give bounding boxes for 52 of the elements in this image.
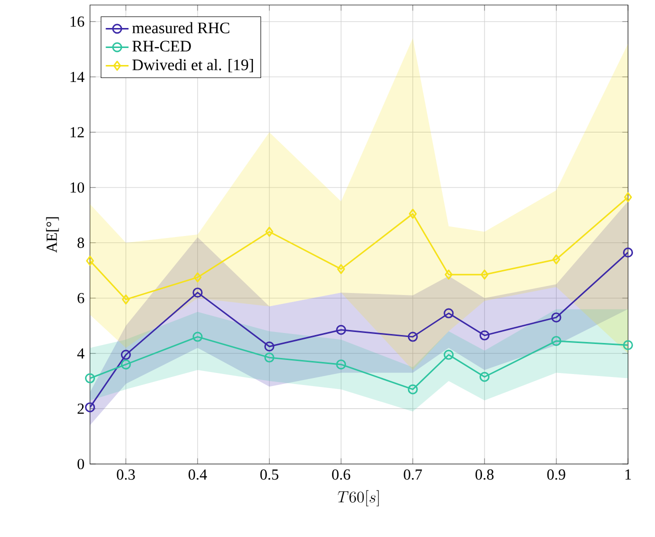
point bbox=[265, 226, 274, 237]
x-axis-title: $T60[s]$ bbox=[338, 490, 379, 506]
point bbox=[264, 341, 274, 352]
point bbox=[336, 324, 346, 335]
point bbox=[85, 402, 96, 412]
point bbox=[120, 350, 131, 360]
point bbox=[194, 272, 202, 282]
y-axis-title: AE[°] bbox=[46, 217, 59, 253]
point bbox=[408, 208, 417, 219]
point bbox=[552, 254, 560, 264]
x-tick-label: 0.8 bbox=[476, 469, 494, 480]
x-tick-label: 0.9 bbox=[547, 469, 566, 480]
point bbox=[337, 264, 346, 274]
point bbox=[551, 312, 562, 322]
point bbox=[86, 256, 94, 266]
point bbox=[264, 352, 274, 363]
point bbox=[408, 384, 418, 394]
y-tick-label: 6 bbox=[78, 292, 84, 304]
x-tick-label: 0.6 bbox=[332, 469, 350, 480]
point bbox=[336, 359, 346, 370]
point bbox=[624, 192, 632, 202]
x-tick-label: 1 bbox=[626, 469, 631, 480]
point bbox=[122, 294, 130, 304]
point bbox=[623, 340, 634, 350]
y-tick-label: 10 bbox=[70, 182, 84, 193]
y-tick-label: 12 bbox=[70, 127, 84, 138]
y-tick-label: 2 bbox=[78, 404, 84, 414]
point bbox=[408, 332, 418, 342]
point bbox=[444, 308, 454, 318]
point bbox=[444, 350, 454, 360]
legend-label: RH-CED bbox=[132, 40, 191, 52]
point bbox=[192, 332, 203, 342]
x-tick-label: 0.5 bbox=[260, 469, 278, 480]
point bbox=[623, 247, 634, 258]
point bbox=[192, 288, 203, 298]
point bbox=[85, 373, 96, 384]
y-tick-label: 8 bbox=[78, 238, 84, 248]
x-tick-label: 0.7 bbox=[404, 469, 422, 480]
x-tick-label: 0.4 bbox=[188, 469, 207, 480]
point bbox=[480, 330, 490, 340]
point bbox=[551, 336, 562, 346]
point bbox=[480, 372, 490, 382]
y-tick-label: 0 bbox=[78, 458, 84, 470]
legend-label: measured RHC bbox=[132, 22, 230, 34]
point bbox=[480, 270, 488, 280]
y-tick-label: 4 bbox=[77, 348, 84, 358]
y-tick-label: 14 bbox=[70, 72, 84, 82]
point bbox=[120, 359, 131, 370]
y-tick-label: 16 bbox=[70, 16, 84, 27]
legend-label: Dwivedi et al. [19] bbox=[132, 59, 253, 72]
point bbox=[444, 270, 453, 280]
x-tick-label: 0.3 bbox=[116, 469, 135, 480]
